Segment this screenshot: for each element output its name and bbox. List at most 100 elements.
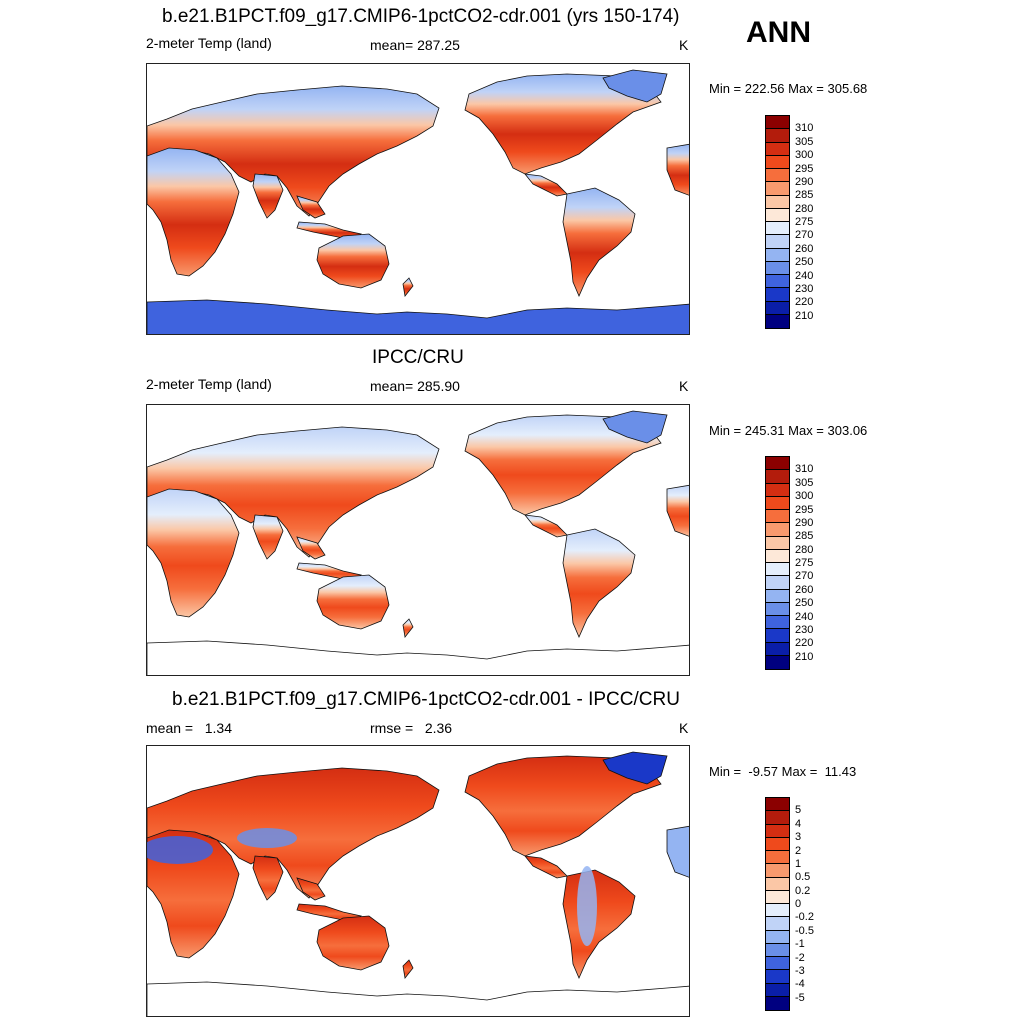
landmass-samerica (562, 869, 636, 979)
colorbar-swatch (766, 837, 789, 851)
colorbar-tick-label: 300 (795, 149, 814, 162)
panel1-title: b.e21.B1PCT.f09_g17.CMIP6-1pctCO2-cdr.00… (162, 6, 680, 27)
panel2-min-max: Min = 245.31 Max = 303.06 (709, 423, 868, 438)
colorbar-tick-label: -5 (795, 991, 805, 1004)
colorbar-swatch (766, 288, 789, 302)
panel3-rmse-label: rmse = 2.36 (370, 720, 453, 736)
colorbar-swatch (766, 563, 789, 577)
colorbar-swatch (766, 811, 789, 825)
landmass-namerica (464, 414, 662, 516)
landmass-nz (402, 959, 414, 979)
colorbar-tick-label: 270 (795, 570, 814, 583)
colorbar-tick-label: -4 (795, 978, 805, 991)
landmass-australia (316, 574, 390, 630)
colorbar-swatch (766, 864, 789, 878)
panel1-units-label: K (679, 37, 689, 53)
colorbar-swatch (766, 261, 789, 275)
colorbar-swatch (766, 957, 789, 971)
colorbar-tick-label: 260 (795, 242, 814, 255)
panel2-mean-label: mean= 285.90 (370, 378, 460, 394)
landmass-greenland (602, 410, 668, 444)
colorbar-tick-label: 230 (795, 623, 814, 636)
colorbar-tick-label: 270 (795, 229, 814, 242)
landmass-samerica (562, 187, 636, 297)
landmass-camerica (524, 514, 568, 538)
colorbar-tick-label: 1 (795, 857, 802, 870)
panel2-colorbar (765, 456, 790, 670)
colorbar-swatch (766, 496, 789, 510)
colorbar-tick-label: 250 (795, 597, 814, 610)
panel1-map (146, 63, 690, 335)
colorbar-tick-label: 240 (795, 269, 814, 282)
panel1-colorbar (765, 115, 790, 329)
colorbar-swatch (766, 970, 789, 984)
colorbar-tick-label: 220 (795, 296, 814, 309)
landmass-seasia (296, 195, 326, 219)
colorbar-swatch (766, 877, 789, 891)
landmass-africa (147, 147, 240, 277)
colorbar-swatch (766, 536, 789, 550)
colorbar-tick-label: 0.5 (795, 871, 811, 884)
colorbar-swatch (766, 222, 789, 236)
landmass-namerica (464, 755, 662, 857)
panel1-variable-label: 2-meter Temp (land) (146, 35, 272, 51)
colorbar-tick-label: 305 (795, 476, 814, 489)
colorbar-tick-label: -0.5 (795, 924, 814, 937)
anomaly-patch (237, 828, 297, 848)
colorbar-tick-label: 275 (795, 216, 814, 228)
colorbar-swatch (766, 930, 789, 944)
panel2-title: IPCC/CRU (372, 347, 464, 368)
landmass-australia (316, 915, 390, 971)
colorbar-swatch (766, 917, 789, 931)
landmass-india (252, 514, 284, 560)
colorbar-tick-label: 295 (795, 162, 814, 175)
colorbar-swatch (766, 602, 789, 616)
colorbar-swatch (766, 470, 789, 484)
landmass-india (252, 855, 284, 901)
colorbar-swatch (766, 616, 789, 630)
colorbar-swatch (766, 655, 789, 669)
world-map (147, 69, 689, 334)
colorbar-tick-label: 220 (795, 637, 814, 650)
landmass-camerica (524, 855, 568, 879)
panel3-map (146, 745, 690, 1017)
colorbar-swatch (766, 169, 789, 183)
landmass-seasia (296, 877, 326, 901)
colorbar-swatch (766, 195, 789, 209)
colorbar-tick-label: 3 (795, 831, 802, 844)
colorbar-swatch (766, 301, 789, 315)
colorbar-swatch (766, 943, 789, 957)
landmass-seasia (296, 536, 326, 560)
panel2-units-label: K (679, 378, 689, 394)
colorbar-swatch (766, 798, 789, 812)
colorbar-swatch (766, 510, 789, 524)
colorbar-swatch (766, 642, 789, 656)
panel3-title: b.e21.B1PCT.f09_g17.CMIP6-1pctCO2-cdr.00… (172, 689, 680, 710)
colorbar-swatch (766, 523, 789, 537)
colorbar-tick-label: 280 (795, 543, 814, 556)
colorbar-swatch (766, 996, 789, 1010)
colorbar-tick-label: 0 (795, 898, 802, 910)
landmass-africa (147, 488, 240, 618)
colorbar-swatch (766, 549, 789, 563)
colorbar-tick-label: 0.2 (795, 884, 811, 897)
landmass-nz (402, 618, 414, 638)
landmass-samerica (562, 528, 636, 638)
panel1-mean-label: mean= 287.25 (370, 37, 460, 53)
anomaly-patch (147, 836, 213, 864)
landmass-eurasia (147, 85, 440, 217)
season-label: ANN (746, 16, 811, 49)
colorbar-swatch (766, 983, 789, 997)
colorbar-tick-label: 275 (795, 557, 814, 569)
panel3-mean-label: mean = 1.34 (146, 720, 233, 736)
colorbar-tick-label: 230 (795, 282, 814, 295)
colorbar-tick-label: 310 (795, 463, 814, 476)
colorbar-swatch (766, 457, 789, 471)
landmass-westafrica (666, 484, 689, 537)
colorbar-swatch (766, 155, 789, 169)
panel2-variable-label: 2-meter Temp (land) (146, 376, 272, 392)
colorbar-swatch (766, 589, 789, 603)
world-map (147, 410, 689, 675)
colorbar-swatch (766, 142, 789, 156)
colorbar-tick-label: 250 (795, 256, 814, 269)
